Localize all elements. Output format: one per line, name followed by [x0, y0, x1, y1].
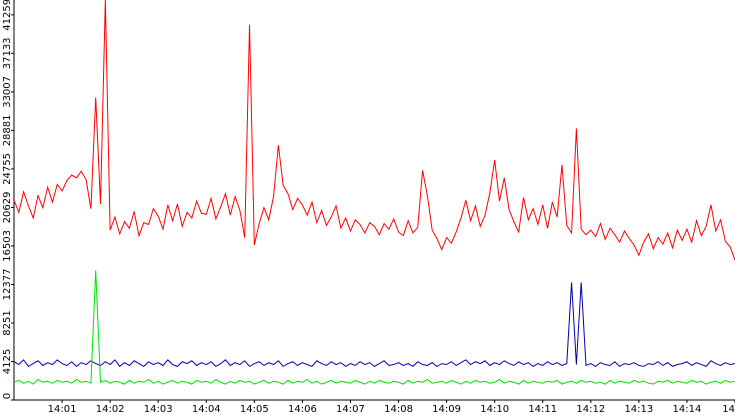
y-tick-label: 28881: [2, 114, 13, 146]
x-tick-label: 14:08: [384, 404, 413, 415]
series-line: [13, 270, 735, 385]
y-tick-label: 0: [2, 393, 13, 399]
x-tick-label: 14:14: [673, 404, 702, 415]
x-tick-label: 14:06: [288, 404, 317, 415]
x-tick-label: 14:12: [576, 404, 605, 415]
y-tick-label: 41259: [2, 0, 13, 31]
y-tick-label: 37133: [2, 37, 13, 69]
y-tick-label: 8251: [2, 310, 13, 335]
x-tick-label: 14:01: [48, 404, 77, 415]
x-tick-label: 14:11: [528, 404, 557, 415]
series-line: [13, 0, 735, 261]
y-tick-label: 12377: [2, 269, 13, 301]
x-tick-label: 14:03: [144, 404, 173, 415]
x-tick-label: 14:04: [192, 404, 221, 415]
y-tick-label: 16503: [2, 230, 13, 262]
x-tick-label: 14:09: [432, 404, 461, 415]
x-tick-label: 14:05: [240, 404, 269, 415]
y-tick-label: 33007: [2, 76, 13, 108]
x-tick-label: 14:07: [336, 404, 365, 415]
y-tick-label: 24755: [2, 153, 13, 185]
series-line: [13, 282, 735, 368]
y-tick-label: 20629: [2, 192, 13, 224]
x-tick-label: 14:13: [624, 404, 653, 415]
x-tick-label: 14:10: [480, 404, 509, 415]
x-tick-label: 14:02: [96, 404, 125, 415]
x-tick-label: 14: [722, 404, 735, 415]
y-tick-label: 4125: [2, 349, 13, 374]
